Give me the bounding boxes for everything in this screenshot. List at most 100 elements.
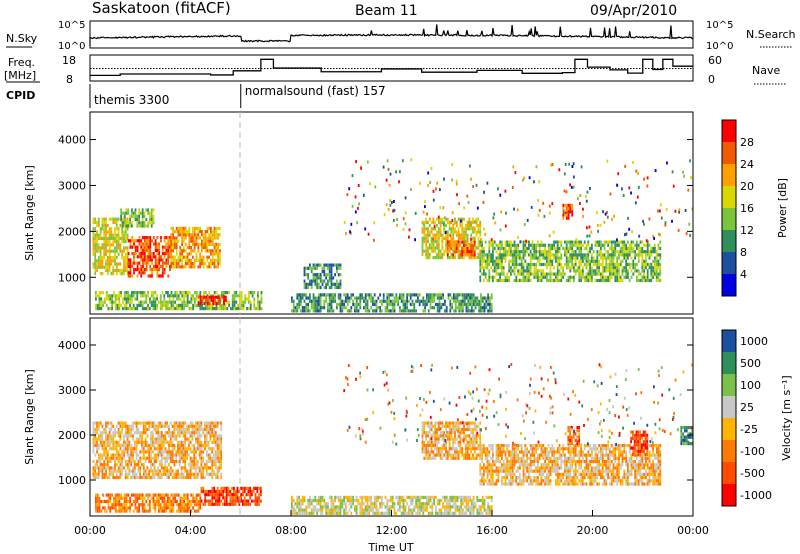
velocity-cell — [169, 434, 172, 438]
power-cell — [455, 250, 458, 254]
velocity-cell — [216, 443, 219, 448]
power-cell — [257, 291, 259, 295]
power-cell — [422, 299, 425, 303]
power-cell — [152, 218, 155, 222]
power-cell — [425, 236, 428, 240]
velocity-cell — [148, 459, 151, 464]
velocity-cell — [133, 469, 136, 473]
power-cell — [544, 243, 546, 247]
velocity-cell — [215, 496, 217, 500]
velocity-cell — [157, 469, 160, 473]
power-cell — [212, 302, 215, 306]
power-cell — [542, 253, 545, 257]
power-cell — [154, 291, 157, 295]
power-cell — [400, 299, 403, 303]
power-cell — [487, 296, 489, 300]
power-cell — [352, 299, 354, 303]
power-cell — [379, 306, 381, 310]
power-cell — [612, 259, 615, 263]
power-cell — [406, 306, 408, 310]
power-cell — [131, 214, 133, 218]
velocity-cell — [97, 424, 100, 428]
power-cell — [172, 307, 175, 311]
power-cell — [141, 294, 144, 298]
power-cell — [201, 262, 203, 266]
power-cell — [240, 294, 243, 298]
power-cell — [526, 275, 528, 279]
velocity-cell — [148, 443, 151, 448]
power-cell — [309, 282, 311, 286]
velocity-cell — [233, 496, 235, 500]
power-cell — [542, 250, 545, 254]
velocity-cell — [182, 459, 185, 464]
velocity-cell — [327, 505, 329, 509]
velocity-cell — [189, 447, 192, 451]
power-cell — [530, 205, 533, 209]
velocity-cell — [104, 509, 106, 513]
velocity-cell — [303, 495, 306, 499]
power-cell — [569, 266, 572, 270]
power-cell — [470, 246, 472, 251]
power-cell — [625, 256, 627, 260]
velocity-cell — [135, 453, 138, 457]
velocity-cell — [157, 447, 160, 451]
power-cell — [639, 246, 642, 251]
power-cell — [499, 275, 501, 279]
power-cell — [646, 253, 649, 257]
power-cell — [427, 233, 429, 237]
power-cell — [199, 302, 202, 306]
power-cell — [170, 307, 173, 311]
power-cell — [641, 275, 644, 279]
power-cell — [441, 236, 444, 240]
power-cell — [364, 309, 367, 313]
power-cell — [151, 258, 153, 262]
velocity-cell — [171, 434, 174, 438]
power-cell — [117, 217, 120, 221]
velocity-cell — [110, 453, 113, 457]
velocity-cell — [98, 503, 101, 507]
velocity-cell — [133, 440, 136, 444]
power-cell — [134, 214, 137, 218]
power-cell — [571, 240, 573, 244]
power-cell — [418, 293, 421, 297]
power-cell — [592, 272, 595, 276]
power-cell — [479, 220, 482, 224]
power-cell — [215, 246, 218, 250]
velocity-cell — [202, 489, 205, 494]
power-cell — [397, 302, 399, 307]
power-cell — [567, 216, 570, 220]
power-cell — [454, 309, 457, 313]
power-cell — [643, 262, 645, 267]
velocity-cell — [175, 475, 178, 480]
power-cell — [105, 246, 107, 250]
velocity-cell — [102, 499, 104, 504]
power-cell — [641, 253, 644, 257]
velocity-cell — [123, 499, 126, 504]
power-cell — [133, 255, 135, 259]
power-cell — [208, 265, 210, 269]
power-cell — [310, 266, 313, 270]
power-cell — [103, 246, 106, 250]
velocity-cell — [182, 466, 185, 470]
power-cell — [92, 230, 95, 234]
power-cell — [149, 214, 151, 218]
velocity-cell — [195, 499, 198, 504]
velocity-cell — [168, 450, 170, 454]
power-cell — [601, 269, 604, 273]
velocity-cell — [151, 434, 154, 438]
power-cell — [574, 253, 577, 257]
velocity-cell — [307, 511, 309, 515]
power-cell — [459, 217, 462, 221]
power-cell — [445, 246, 447, 250]
power-cell — [513, 269, 516, 273]
velocity-cell — [213, 424, 215, 428]
power-cell — [183, 230, 185, 234]
power-cell — [544, 275, 546, 279]
power-cell — [296, 309, 299, 313]
power-cell — [495, 243, 498, 247]
power-cell — [600, 278, 602, 283]
power-cell — [445, 217, 447, 221]
velocity-cell — [138, 503, 140, 507]
velocity-cell — [160, 472, 163, 476]
power-cell — [472, 220, 474, 224]
